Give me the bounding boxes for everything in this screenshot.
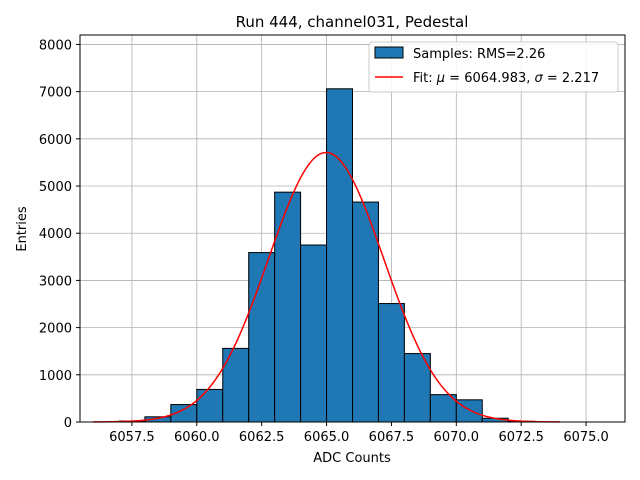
x-tick-label-7: 6075.0 [563, 430, 609, 445]
histogram-bar-8 [326, 88, 353, 423]
histogram-bar-9 [352, 201, 379, 423]
x-tick-label-0: 6057.5 [109, 430, 155, 445]
y-tick-label-2: 2000 [39, 322, 72, 337]
x-axis-ticks: 6057.5 6060.0 6062.5 6065.0 6067.5 6070.0 6072… [109, 422, 609, 445]
y-tick-label-1: 1000 [39, 369, 72, 384]
x-tick-label-1: 6060.0 [174, 430, 220, 445]
legend-fit-prefix: Fit: [413, 71, 437, 86]
y-tick-label-0: 0 [64, 416, 72, 431]
y-axis-ticks: 0 1000 2000 3000 4000 5000 6000 7000 8000 [39, 38, 80, 431]
chart-title: Run 444, channel031, Pedestal [236, 13, 469, 31]
legend-fit-sigma-symbol: σ [535, 71, 544, 86]
legend: Samples: RMS=2.26 Fit: μ = 6064.983, σ =… [368, 41, 619, 93]
x-tick-label-5: 6070.0 [434, 430, 480, 445]
histogram-bar-3 [196, 388, 224, 423]
y-tick-label-6: 6000 [39, 133, 72, 148]
histogram-bar-11 [403, 353, 431, 423]
y-tick-label-7: 7000 [39, 86, 72, 101]
x-tick-label-6: 6072.5 [498, 430, 544, 445]
legend-fit-sigma-value: = 2.217 [543, 71, 599, 86]
histogram-bar-10 [377, 303, 405, 423]
x-tick-label-3: 6065.0 [304, 430, 350, 445]
x-axis-label: ADC Counts [313, 451, 391, 466]
histogram-bar-4 [222, 347, 250, 423]
legend-fit-mu-value: = 6064.983, [445, 71, 534, 86]
legend-samples-label: Samples: RMS=2.26 [413, 47, 545, 62]
y-axis-label: Entries [15, 206, 30, 252]
histogram-bars [118, 88, 535, 423]
y-tick-label-4: 4000 [39, 227, 72, 242]
y-tick-label-5: 5000 [39, 180, 72, 195]
legend-samples-swatch [374, 46, 404, 59]
legend-fit-mu-symbol: μ [436, 71, 445, 86]
histogram-bar-7 [300, 244, 328, 423]
y-tick-label-3: 3000 [39, 274, 72, 289]
gaussian-fit-line [92, 151, 561, 423]
histogram-bar-13 [455, 399, 483, 423]
x-tick-label-4: 6067.5 [369, 430, 415, 445]
x-tick-label-2: 6062.5 [239, 430, 285, 445]
histogram-bar-6 [274, 191, 302, 423]
legend-fit-label: Fit: μ = 6064.983, σ = 2.217 [413, 71, 599, 86]
histogram-bar-5 [248, 252, 276, 423]
legend-box [368, 41, 619, 93]
y-tick-label-8: 8000 [39, 38, 72, 53]
plot-frame [79, 34, 626, 423]
